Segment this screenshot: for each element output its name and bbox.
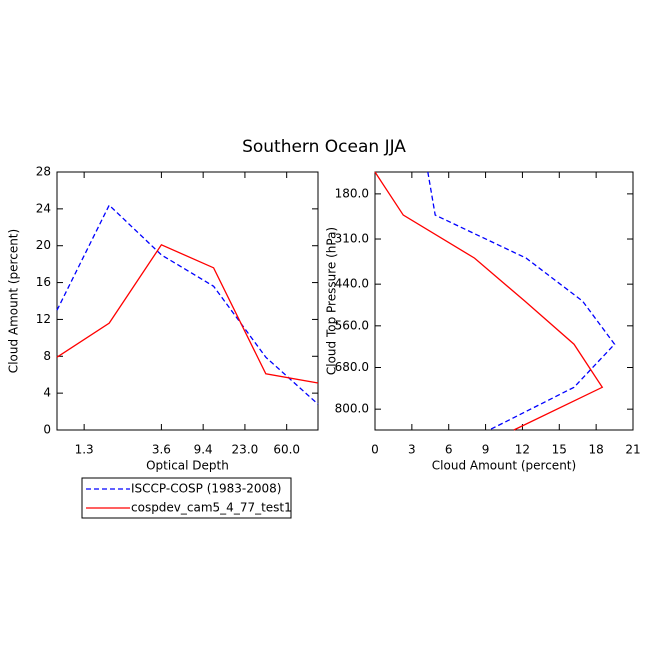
series-line: [56, 243, 319, 384]
x-tick-label: 1.3: [75, 443, 94, 457]
legend-label: cospdev_cam5_4_77_test1: [131, 501, 292, 515]
y-tick-label: 12: [36, 312, 51, 326]
chart-title: Southern Ocean JJA: [242, 137, 406, 157]
legend-label: ISCCP-COSP (1983-2008): [131, 482, 281, 496]
x-tick-label: 3: [408, 443, 416, 457]
y-axis-label: Cloud Top Pressure (hPa): [325, 227, 339, 375]
y-tick-label: 440.0: [335, 277, 369, 291]
y-tick-label: 4: [43, 386, 51, 400]
x-tick-label: 9.4: [194, 443, 213, 457]
y-tick-label: 20: [36, 238, 51, 252]
y-tick-label: 28: [36, 165, 51, 179]
x-tick-label: 3.6: [152, 443, 171, 457]
legend-box: [81, 477, 292, 519]
x-tick-label: 18: [589, 443, 604, 457]
series-line: [374, 171, 604, 431]
x-tick-label: 6: [445, 443, 453, 457]
plot-frame: [56, 171, 319, 431]
x-tick-label: 9: [482, 443, 490, 457]
y-tick-label: 16: [36, 275, 51, 289]
y-tick-label: 800.0: [335, 402, 369, 416]
y-tick-label: 560.0: [335, 318, 369, 332]
plot-frame: [374, 171, 634, 431]
y-tick-label: 0: [43, 423, 51, 437]
x-tick-label: 15: [552, 443, 567, 457]
series-line: [56, 204, 319, 405]
y-tick-label: 310.0: [335, 232, 369, 246]
y-tick-label: 180.0: [335, 186, 369, 200]
x-axis-label: Cloud Amount (percent): [432, 459, 576, 473]
x-tick-label: 21: [625, 443, 640, 457]
y-tick-label: 24: [36, 201, 51, 215]
y-tick-label: 680.0: [335, 360, 369, 374]
y-axis-label: Cloud Amount (percent): [7, 229, 21, 373]
x-tick-label: 23.0: [232, 443, 259, 457]
x-tick-label: 60.0: [273, 443, 300, 457]
series-line: [427, 171, 616, 431]
x-tick-label: 0: [371, 443, 379, 457]
y-tick-label: 8: [43, 349, 51, 363]
x-axis-label: Optical Depth: [146, 459, 229, 473]
x-tick-label: 12: [515, 443, 530, 457]
